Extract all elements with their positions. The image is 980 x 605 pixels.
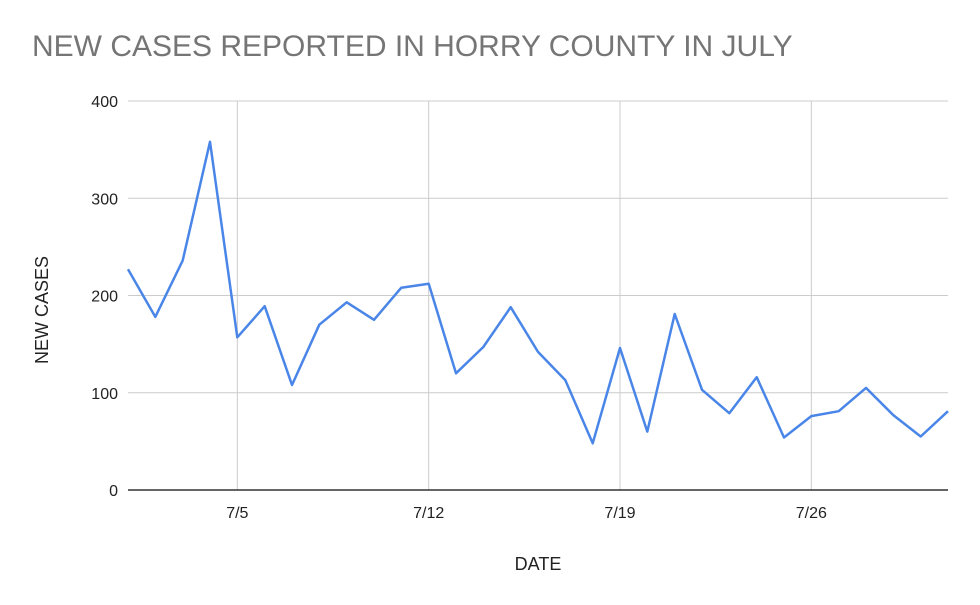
gridlines — [128, 100, 948, 490]
data-point — [289, 382, 295, 388]
chart-title: NEW CASES REPORTED IN HORRY COUNTY IN JU… — [32, 30, 793, 63]
x-axis-label: DATE — [515, 554, 562, 574]
data-point — [699, 387, 705, 393]
data-point — [808, 413, 814, 419]
data-point — [617, 345, 623, 351]
data-point — [644, 429, 650, 435]
y-tick-label: 0 — [109, 483, 118, 500]
y-axis-ticks: 0 100 200 300 400 — [91, 94, 118, 500]
data-point — [207, 139, 213, 145]
y-tick-label: 300 — [91, 191, 118, 208]
x-tick-label: 7/5 — [226, 505, 248, 522]
x-axis-ticks: 7/5 7/12 7/19 7/26 — [226, 505, 827, 522]
data-point — [672, 311, 678, 317]
x-tick-label: 7/26 — [796, 505, 827, 522]
data-point — [344, 299, 350, 305]
data-point — [125, 266, 131, 272]
data-point — [152, 314, 158, 320]
data-point — [590, 440, 596, 446]
data-point — [890, 412, 896, 418]
data-point — [863, 385, 869, 391]
data-point — [234, 334, 240, 340]
series-line — [126, 140, 949, 445]
data-point — [480, 344, 486, 350]
x-tick-label: 7/12 — [413, 505, 444, 522]
data-point — [918, 434, 924, 440]
data-point — [316, 322, 322, 328]
data-point — [945, 408, 951, 414]
data-point — [453, 370, 459, 376]
data-point — [754, 374, 760, 380]
data-point — [781, 434, 787, 440]
data-point — [371, 317, 377, 323]
y-tick-label: 400 — [91, 94, 118, 111]
data-point — [726, 410, 732, 416]
series-points — [125, 139, 951, 446]
y-tick-label: 200 — [91, 289, 118, 306]
y-tick-label: 100 — [91, 386, 118, 403]
data-point — [535, 349, 541, 355]
data-point — [562, 377, 568, 383]
x-tick-label: 7/19 — [604, 505, 635, 522]
data-point — [262, 303, 268, 309]
data-point — [398, 285, 404, 291]
data-point — [180, 257, 186, 263]
data-point — [426, 281, 432, 287]
data-point — [508, 304, 514, 310]
data-point — [836, 408, 842, 414]
y-axis-label: NEW CASES — [32, 256, 52, 364]
